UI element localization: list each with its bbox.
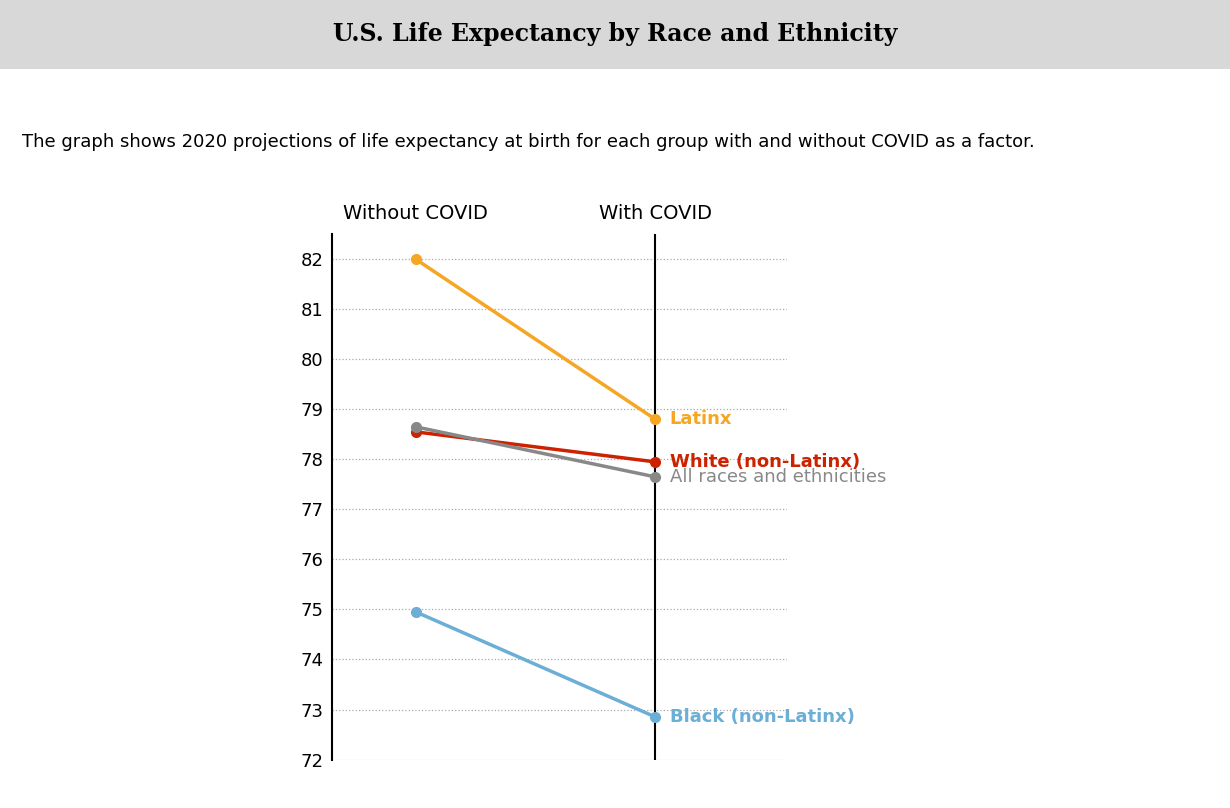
Text: The graph shows 2020 projections of life expectancy at birth for each group with: The graph shows 2020 projections of life… bbox=[22, 133, 1034, 151]
Text: All races and ethnicities: All races and ethnicities bbox=[670, 468, 886, 486]
Text: Black (non-Latinx): Black (non-Latinx) bbox=[670, 708, 855, 726]
Text: White (non-Latinx): White (non-Latinx) bbox=[670, 453, 860, 471]
Text: U.S. Life Expectancy by Race and Ethnicity: U.S. Life Expectancy by Race and Ethnici… bbox=[333, 23, 897, 46]
Text: Latinx: Latinx bbox=[670, 410, 732, 428]
